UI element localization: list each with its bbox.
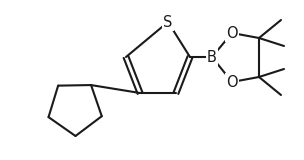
Text: B: B [207, 49, 217, 64]
Text: O: O [226, 25, 238, 40]
Text: O: O [226, 75, 238, 89]
Text: S: S [163, 15, 173, 29]
